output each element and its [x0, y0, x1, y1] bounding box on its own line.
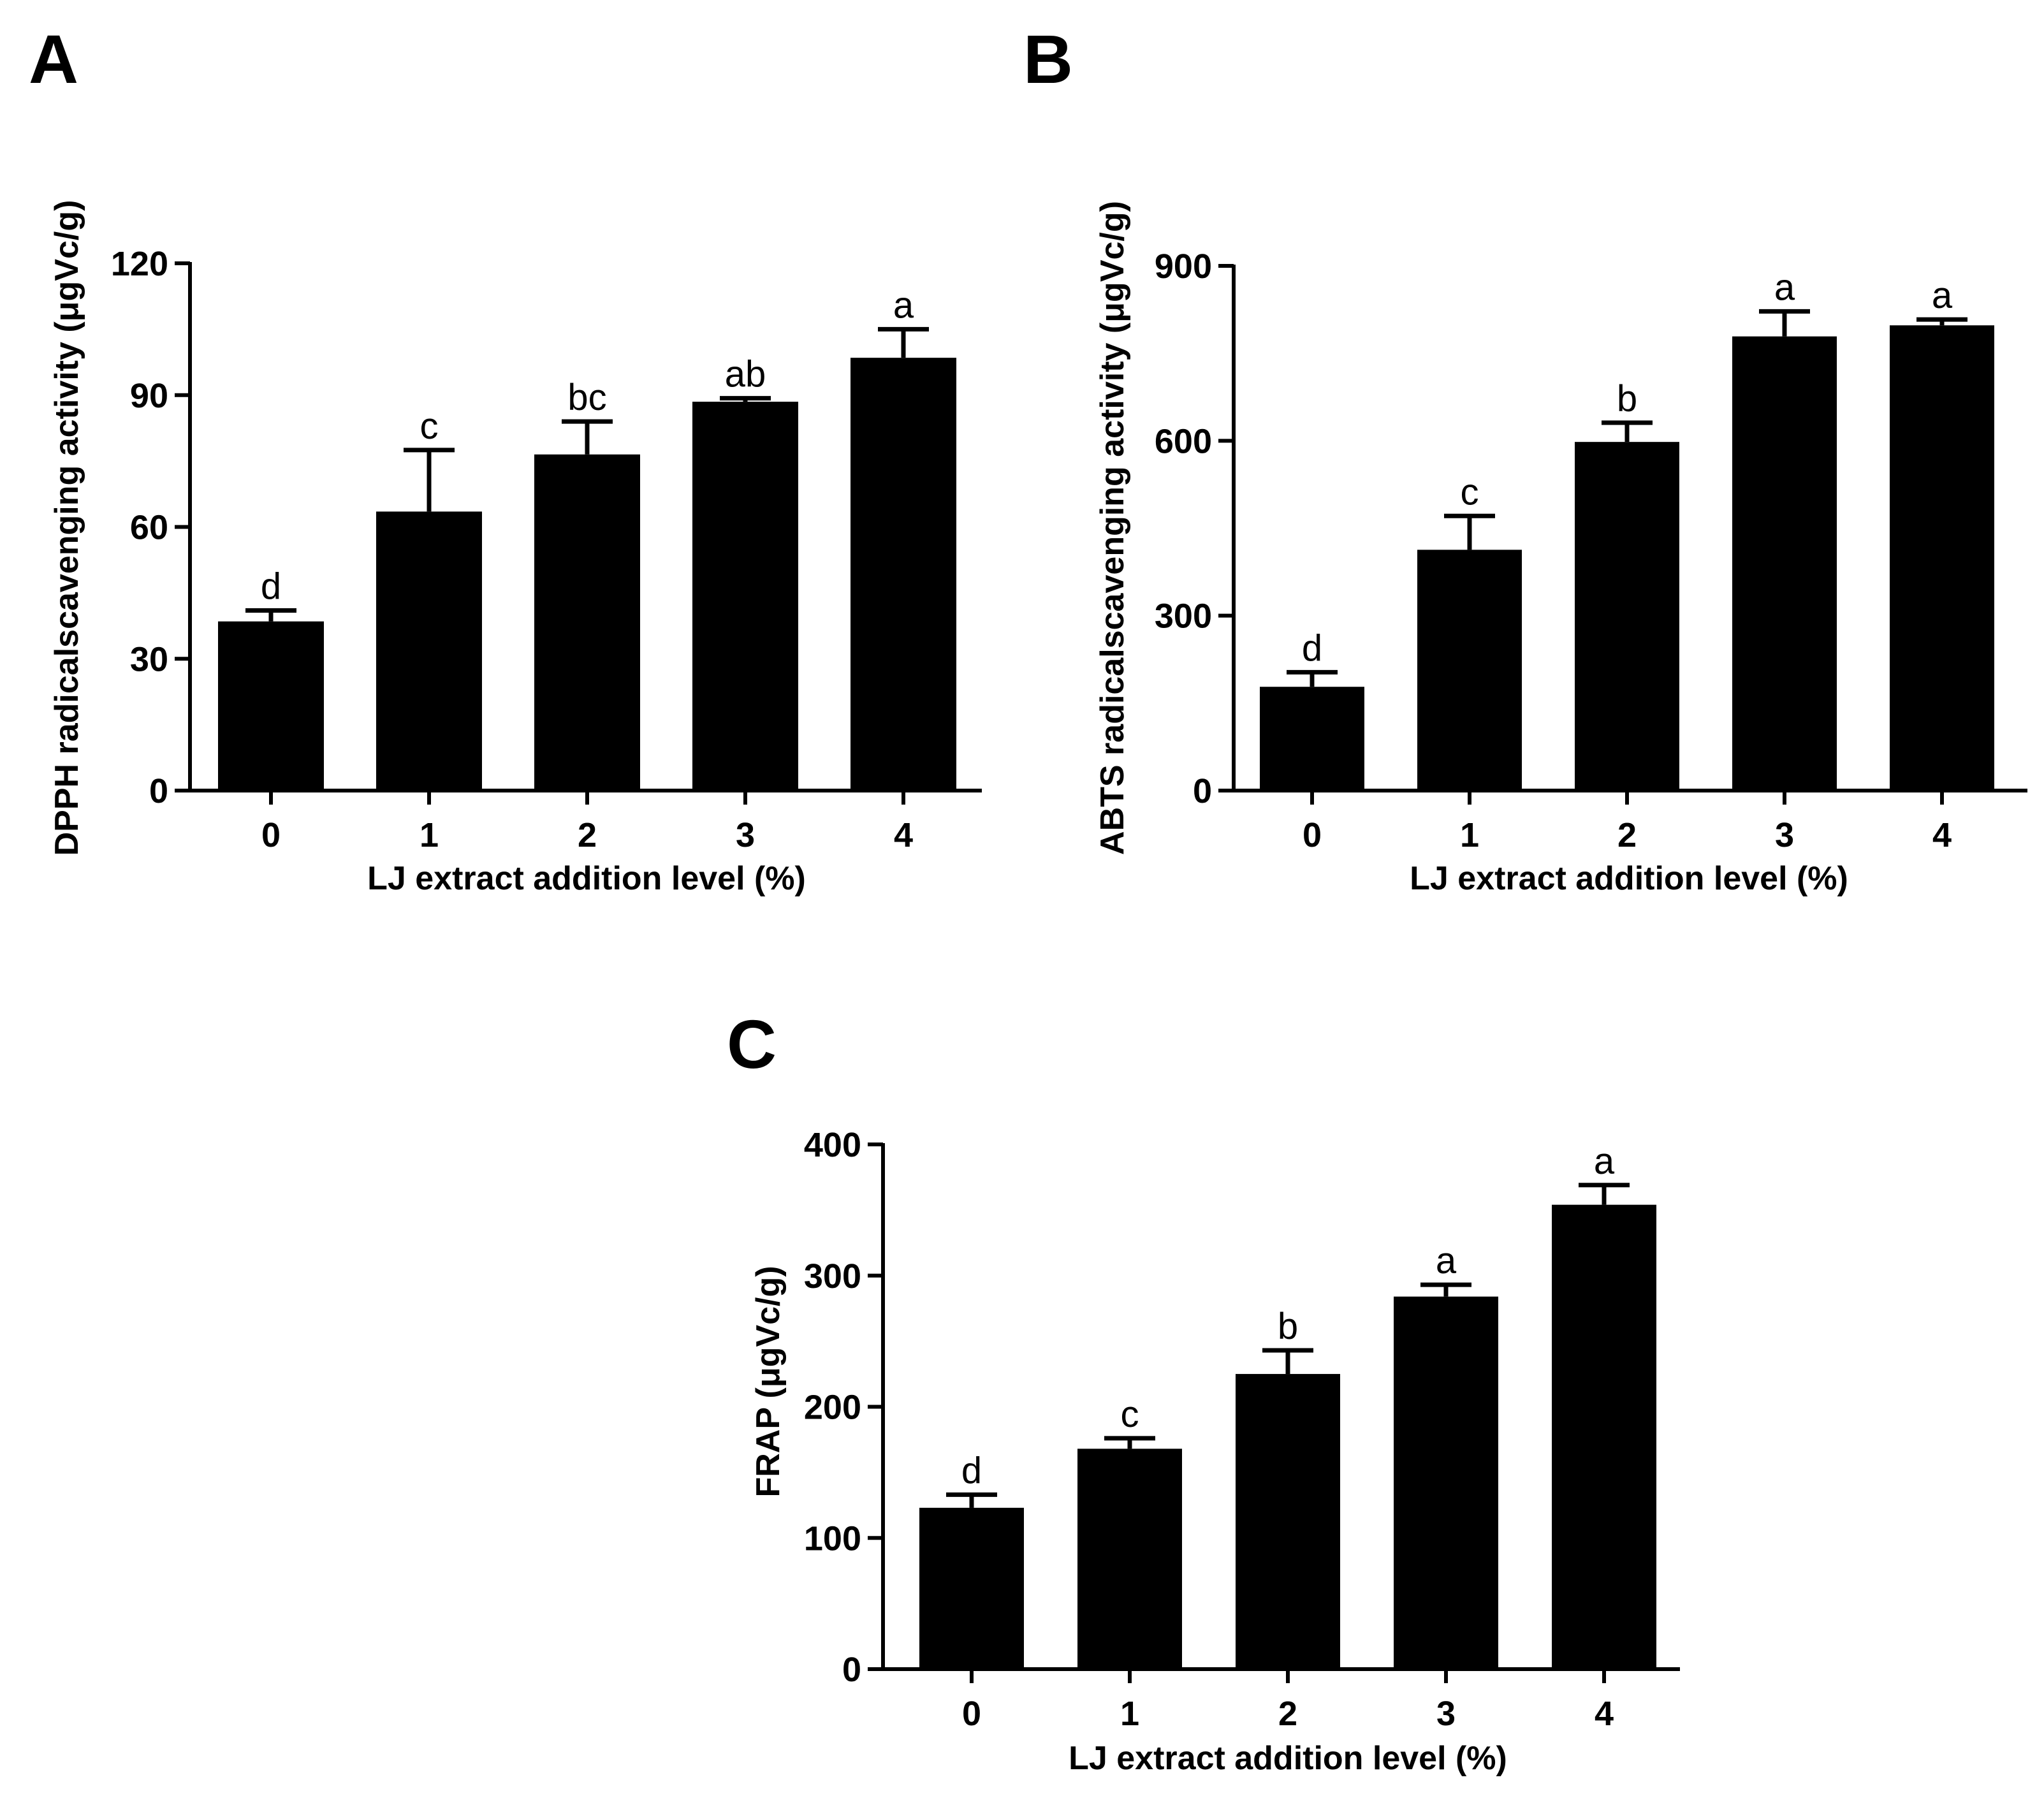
panel-a-bar [850, 358, 956, 791]
panel-c-x-tick-label: 2 [1278, 1695, 1297, 1733]
panel-b-x-tick-label: 0 [1303, 816, 1322, 854]
panel-a-x-tick-label: 1 [420, 816, 439, 854]
panel-a-x-tick-label: 0 [261, 816, 281, 854]
panel-c-x-tick-label: 3 [1436, 1695, 1456, 1733]
panel-b-x-tick-label: 3 [1775, 816, 1794, 854]
panel-a-y-tick-label: 0 [149, 772, 168, 810]
panel-c-x-tick-label: 1 [1120, 1695, 1139, 1733]
panel-c-x-axis-title: LJ extract addition level (%) [1069, 1740, 1507, 1777]
panel-c-y-tick-label: 300 [804, 1257, 861, 1296]
panel-b-y-tick-label: 0 [1193, 772, 1212, 810]
panel-b-y-tick-label: 300 [1155, 597, 1212, 636]
panel-c-y-tick-label: 0 [842, 1651, 861, 1689]
panel-a-y-tick-label: 120 [111, 245, 168, 283]
panel-b-significance-label: d [1302, 627, 1322, 669]
panel-c-bar [1394, 1296, 1498, 1669]
panel-c-significance-label: a [1594, 1141, 1615, 1182]
panel-c-y-axis-title: FRAP (μgVc/g) [750, 1266, 787, 1497]
panel-b-x-tick-label: 1 [1460, 816, 1479, 854]
panel-b-significance-label: a [1774, 266, 1795, 308]
panel-a-letter: A [29, 20, 78, 98]
panel-c-bar [1077, 1449, 1182, 1669]
panel-b-x-tick-label: 2 [1617, 816, 1637, 854]
panel-b-significance-label: b [1617, 378, 1637, 420]
panel-a-y-tick-label: 30 [130, 640, 168, 678]
panel-a-bar [376, 511, 482, 791]
panel-b-significance-label: c [1461, 471, 1479, 513]
panel-c-bar [1236, 1374, 1340, 1669]
panel-c-significance-label: c [1121, 1394, 1139, 1435]
panel-a-bar [218, 621, 324, 791]
panel-a-significance-label: ab [725, 354, 766, 395]
panel-a-significance-label: bc [567, 377, 606, 418]
panel-b-bar [1575, 442, 1679, 791]
panel-c-x-tick-label: 0 [962, 1695, 981, 1733]
panel-b: B LJ extract addition level (%) ABTS rad… [1023, 20, 2027, 897]
panel-c-y-tick-label: 400 [804, 1126, 861, 1164]
panel-c-x-tick-label: 4 [1595, 1695, 1614, 1733]
panel-b-bar [1890, 325, 1994, 791]
panel-a-y-tick-label: 90 [130, 377, 168, 415]
panel-c-significance-label: b [1278, 1306, 1298, 1347]
panel-b-x-tick-label: 4 [1932, 816, 1952, 854]
panel-c-significance-label: a [1436, 1240, 1457, 1281]
panel-b-bar [1417, 550, 1522, 791]
panel-b-letter: B [1023, 20, 1073, 98]
panel-a-significance-label: d [261, 566, 281, 607]
panel-b-bar [1732, 336, 1837, 791]
panel-c: C LJ extract addition level (%) FRAP (μg… [727, 1005, 1680, 1777]
panel-c-bar [919, 1507, 1024, 1669]
panel-a-x-tick-label: 3 [736, 816, 755, 854]
panel-c-bar [1552, 1204, 1656, 1669]
panel-a-bar [692, 402, 798, 791]
panel-c-letter: C [727, 1005, 777, 1083]
panel-a-y-tick-label: 60 [130, 509, 168, 547]
panel-a-x-tick-label: 2 [578, 816, 597, 854]
panel-a-x-tick-label: 4 [894, 816, 913, 854]
panel-b-y-tick-label: 600 [1155, 422, 1212, 460]
panel-b-significance-label: a [1932, 275, 1953, 316]
panel-a-x-axis-title: LJ extract addition level (%) [367, 860, 806, 897]
panel-a-significance-label: a [893, 284, 914, 326]
panel-b-y-axis-title: ABTS radicalscavenging activity (μgVc/g) [1094, 201, 1131, 855]
panel-a-bar [534, 454, 640, 791]
panel-a-y-axis-title: DPPH radicalscavenging activity (μgVc/g) [48, 200, 85, 856]
panel-c-significance-label: d [961, 1450, 982, 1491]
panel-b-x-axis-title: LJ extract addition level (%) [1410, 860, 1848, 897]
panel-c-y-tick-label: 100 [804, 1519, 861, 1558]
panel-c-y-tick-label: 200 [804, 1389, 861, 1427]
panel-b-bar [1260, 687, 1364, 791]
panel-b-y-tick-label: 900 [1155, 247, 1212, 286]
panel-a: A LJ extract addition level (%) DPPH rad… [29, 20, 982, 897]
panel-a-significance-label: c [420, 405, 439, 447]
